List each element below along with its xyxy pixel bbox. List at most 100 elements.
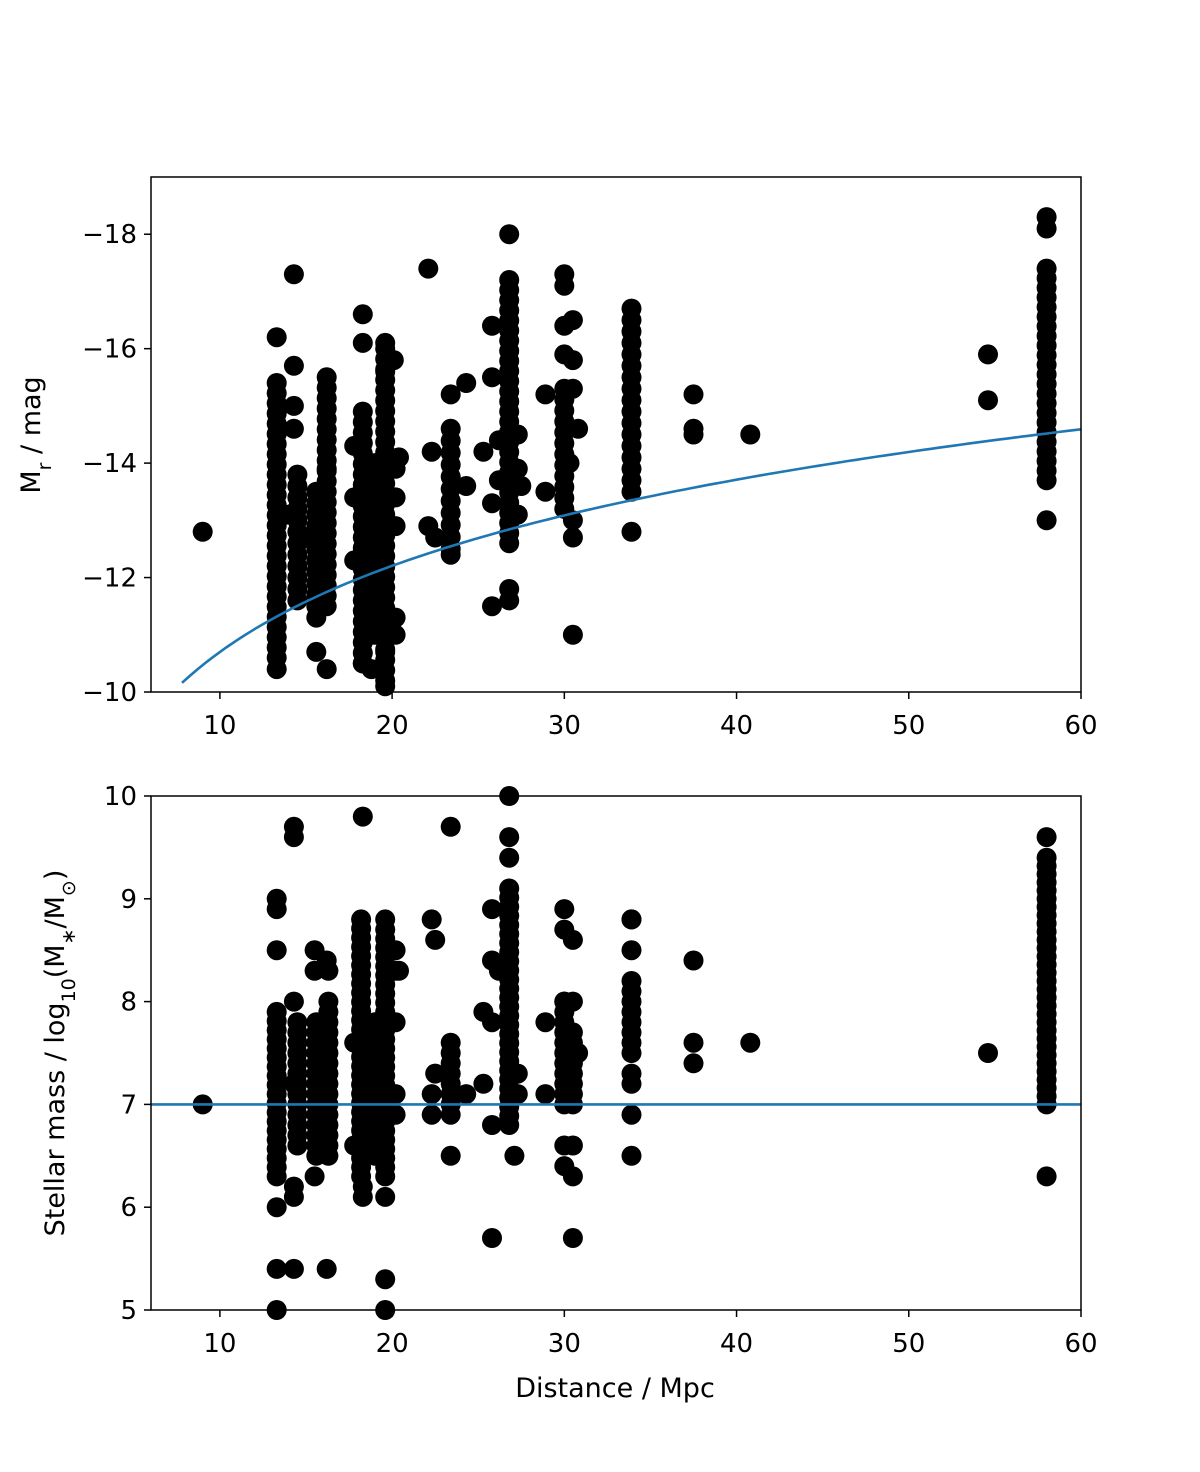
bottom-y-tick-label: 6 [120,1193,137,1223]
bottom-data-point [425,1063,446,1084]
bottom-data-point [482,1012,502,1033]
bottom-data-point [266,1258,287,1279]
bottom-data-point [283,827,304,848]
top-data-point [344,550,365,571]
top-scatter-points [192,207,1057,697]
bottom-data-point [504,1145,525,1166]
bottom-data-point [562,1228,583,1248]
top-data-point [740,424,761,445]
bottom-data-point [456,1084,477,1105]
bottom-column-12-point [1036,847,1057,868]
bottom-data-point [421,909,442,930]
top-y-tick-label: −14 [82,449,137,479]
top-y-axis-label: Mr / mag [16,376,56,493]
top-data-point [499,224,520,245]
bottom-column-11-point [621,971,642,991]
bottom-data-point [621,1145,642,1166]
bottom-data-point [344,1135,365,1156]
top-data-point [488,470,509,491]
top-data-point [562,624,583,645]
bottom-data-point [344,1032,365,1053]
bottom-column-1-point [287,1012,308,1033]
top-data-point [1036,510,1057,531]
bottom-column-10-point [562,1022,583,1043]
bottom-data-point [283,1073,304,1094]
top-data-point [418,258,439,279]
top-data-point [482,315,502,336]
bottom-data-point [385,1104,406,1125]
bottom-x-tick-label: 30 [548,1329,581,1359]
bottom-data-point [499,847,520,868]
top-data-point [266,659,287,680]
bottom-data-point [440,1145,461,1166]
top-data-point [344,487,365,508]
bottom-data-point [266,899,287,920]
bottom-panel-stellar-mass-vs-distance: 10 20 30 40 50 60 5 6 7 8 9 10 Stellar mass / log10… [40,782,1098,1404]
top-data-point [283,418,304,439]
bottom-data-point [375,909,396,930]
top-data-point [683,384,704,405]
bottom-data-point [683,1032,704,1053]
top-data-point [385,487,406,508]
top-data-point [683,424,704,445]
top-x-tick-label: 20 [376,711,409,741]
top-data-point [562,350,583,371]
top-data-point [1036,218,1057,239]
top-data-point [385,516,406,537]
top-data-point [440,544,461,565]
bottom-data-point [304,1166,325,1187]
top-data-point [978,390,998,411]
bottom-data-point [507,1084,528,1105]
bottom-data-point [621,1073,642,1094]
bottom-data-point [562,1135,583,1156]
top-data-point [425,527,446,548]
top-data-point [344,435,365,456]
top-data-point [385,607,406,628]
top-x-tick-label: 40 [720,711,753,741]
bottom-x-tick-label: 50 [892,1329,925,1359]
bottom-data-point [978,1043,998,1063]
top-data-point [316,458,337,479]
bottom-data-point [482,899,502,920]
bottom-data-point [352,806,373,827]
top-data-point [440,384,461,405]
top-y-tick-label: −18 [82,220,137,250]
bottom-data-point [440,816,461,837]
bottom-y-tick-label: 7 [120,1090,137,1120]
top-data-point [385,624,406,645]
bottom-data-point [683,950,704,971]
bottom-data-point [352,1186,373,1207]
bottom-data-point [507,1063,528,1084]
top-data-point [482,493,502,514]
top-data-point [421,441,442,462]
bottom-y-tick-label: 10 [104,782,137,812]
top-data-point [352,332,373,353]
bottom-data-point [283,991,304,1012]
bottom-column-4-point [351,909,372,930]
bottom-data-point [482,1228,502,1248]
bottom-column-8-point [499,878,520,899]
bottom-data-point [488,960,509,981]
top-plot-frame [150,176,1082,693]
bottom-x-tick-label: 60 [1064,1329,1097,1359]
bottom-data-point [1036,1166,1057,1187]
top-data-point [535,481,556,502]
top-y-tick-label: −10 [82,678,137,708]
bottom-data-point [473,1073,494,1094]
top-data-point [375,641,396,662]
bottom-column-7-point [440,1032,461,1053]
bottom-data-point [562,991,583,1012]
top-data-point [283,355,304,376]
bottom-data-point [375,1186,396,1207]
bottom-data-point [375,1269,396,1290]
magnitude-limit-curve [181,428,1082,684]
bottom-data-point [283,1186,304,1207]
top-column-7-point [440,418,461,439]
top-data-point [559,453,580,474]
bottom-data-point [683,1053,704,1074]
top-data-point [266,327,287,348]
bottom-data-point [621,1104,642,1125]
top-panel-mr-vs-distance: 10 20 30 40 50 60 −18 −16 −14 −12 −10 Mr / mag [16,176,1098,741]
top-data-point [283,264,304,285]
